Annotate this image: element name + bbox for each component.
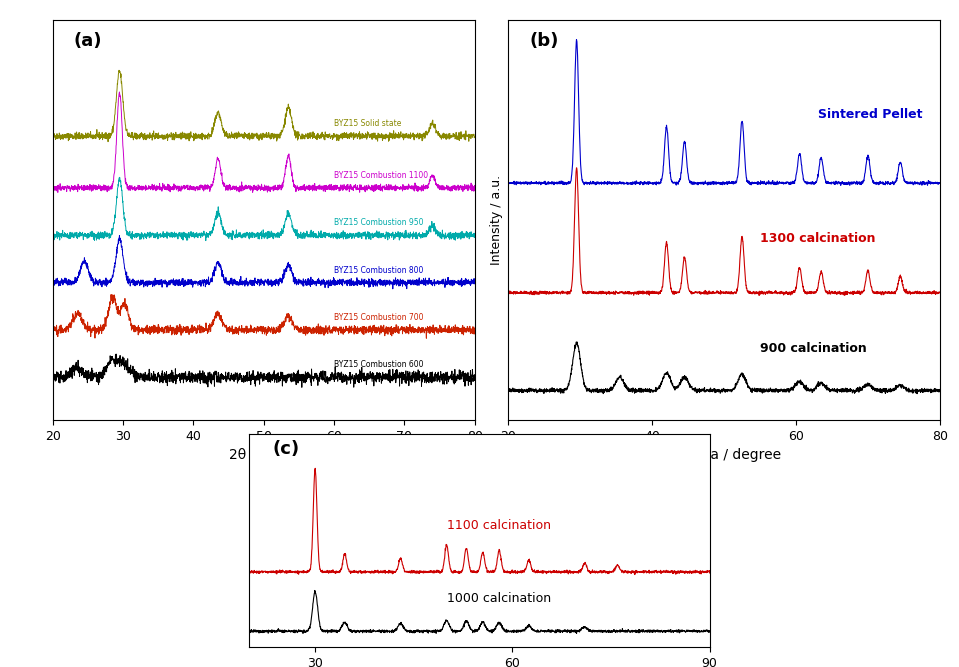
- Text: BYZ15 Solid state: BYZ15 Solid state: [334, 119, 402, 129]
- Text: Sintered Pellet: Sintered Pellet: [817, 108, 922, 121]
- Text: (a): (a): [74, 32, 103, 50]
- Text: BYZ15 Combustion 800: BYZ15 Combustion 800: [334, 265, 424, 275]
- Text: 1000 calcination: 1000 calcination: [447, 592, 550, 606]
- Text: (b): (b): [530, 32, 559, 50]
- Text: 900 calcination: 900 calcination: [760, 342, 867, 355]
- Text: BYZ15 Combustion 950: BYZ15 Combustion 950: [334, 218, 424, 227]
- X-axis label: 2 Theta / degree: 2 Theta / degree: [667, 448, 782, 462]
- Text: BYZ15 Combustion 600: BYZ15 Combustion 600: [334, 360, 424, 370]
- Text: 1100 calcination: 1100 calcination: [447, 520, 550, 532]
- X-axis label: 2θ degree: 2θ degree: [228, 448, 299, 462]
- Text: (c): (c): [272, 440, 299, 458]
- Text: 1300 calcination: 1300 calcination: [760, 232, 876, 245]
- Text: BYZ15 Combustion 1100: BYZ15 Combustion 1100: [334, 171, 428, 180]
- Text: BYZ15 Combustion 700: BYZ15 Combustion 700: [334, 313, 424, 322]
- Y-axis label: Intensity / a.u.: Intensity / a.u.: [490, 175, 503, 265]
